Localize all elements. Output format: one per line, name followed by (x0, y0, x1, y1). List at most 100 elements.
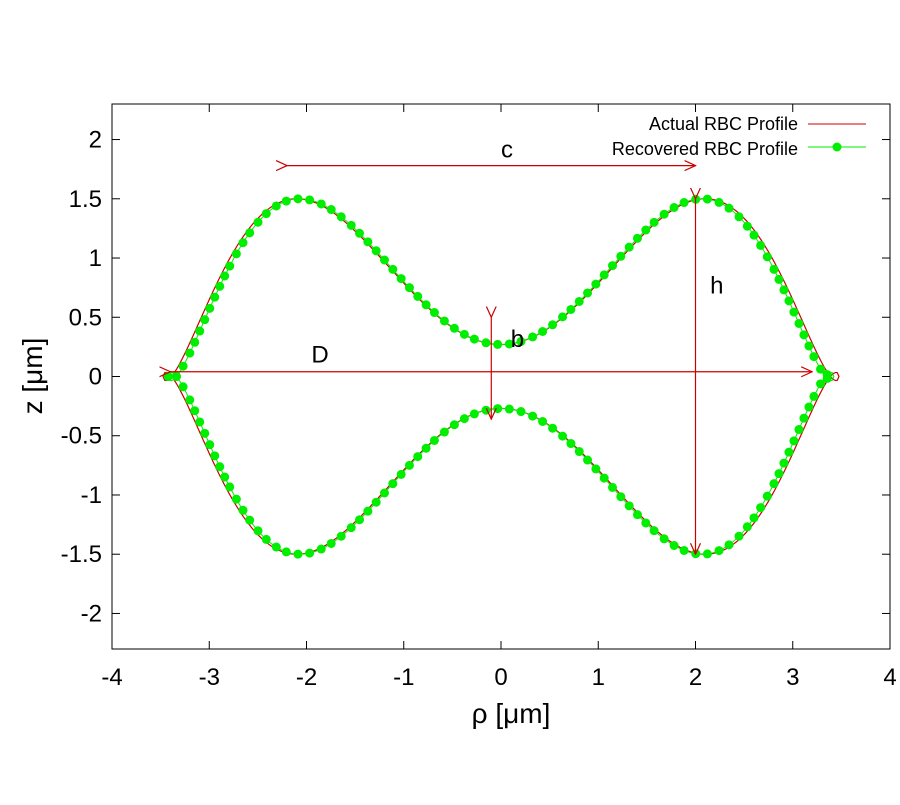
series-point-recovered (215, 462, 225, 472)
series-point-recovered (200, 428, 210, 438)
series-point-recovered (388, 264, 398, 274)
series-point-recovered (558, 312, 568, 322)
series-point-recovered (649, 526, 659, 536)
series-point-recovered (215, 281, 225, 291)
series-point-recovered (794, 425, 804, 435)
series-point-recovered (388, 479, 398, 489)
series-point-recovered (439, 316, 449, 326)
series-point-recovered (794, 318, 804, 328)
axis-ticks (111, 104, 891, 649)
series-point-recovered (762, 252, 772, 262)
series-point-recovered (190, 406, 200, 416)
series-point-recovered (583, 288, 593, 298)
legend-label-actual: Actual RBC Profile (649, 114, 798, 134)
series-point-recovered (396, 274, 406, 284)
series-point-recovered (261, 534, 271, 544)
series-point-recovered (413, 452, 423, 462)
series-point-recovered (413, 291, 423, 301)
series-layer (162, 194, 840, 559)
series-point-recovered (734, 212, 744, 222)
series-point-recovered (404, 283, 414, 293)
series-point-recovered (316, 544, 326, 554)
series-point-recovered (163, 372, 173, 381)
series-point-recovered (336, 212, 346, 222)
series-point-recovered (469, 409, 479, 419)
series-point-recovered (261, 209, 271, 219)
series-point-recovered (599, 473, 609, 483)
series-point-recovered (724, 540, 734, 550)
series-point-recovered (371, 246, 381, 256)
series-line-recovered (167, 198, 835, 555)
y-tick-label: 2 (89, 127, 102, 154)
series-point-recovered (238, 238, 248, 248)
series-point-recovered (762, 491, 772, 501)
series-point-recovered (210, 292, 220, 302)
x-tick-label: 3 (786, 664, 799, 691)
series-point-recovered (281, 196, 291, 206)
annotations-layer: c h Db (170, 137, 812, 555)
x-tick-label: -1 (393, 664, 414, 691)
series-point-recovered (769, 264, 779, 274)
annotation-label-D: D (311, 341, 328, 368)
series-point-recovered (624, 242, 634, 252)
series-point-recovered (205, 440, 215, 450)
series-point-recovered (714, 546, 724, 556)
axis-tick-labels: -4 -3 -2 -1 0 1 2 3 4 -2 -1.5 -1 -0.5 0 0.5 1 1.5 2 (61, 127, 897, 691)
series-point-recovered (493, 404, 503, 414)
series-point-recovered (749, 513, 759, 523)
series-point-recovered (200, 315, 210, 325)
series-point-recovered (659, 534, 669, 544)
series-point-recovered (245, 515, 255, 525)
series-point-recovered (293, 549, 303, 559)
x-tick-label: 0 (494, 664, 507, 691)
series-point-recovered (799, 413, 809, 423)
series-point-recovered (459, 329, 469, 339)
series-point-recovered (774, 469, 784, 479)
series-point-recovered (516, 407, 526, 417)
series-point-recovered (481, 405, 491, 415)
series-point-recovered (799, 330, 809, 340)
series-point-recovered (779, 285, 789, 295)
series-point-recovered (225, 482, 235, 492)
series-point-recovered (816, 379, 826, 389)
series-point-recovered (616, 251, 626, 261)
y-tick-label: 1 (89, 245, 102, 272)
series-point-recovered (749, 230, 759, 240)
series-point-recovered (178, 361, 188, 371)
series-point-recovered (190, 337, 200, 347)
series-point-recovered (516, 336, 526, 346)
series-point-recovered (253, 526, 263, 536)
series-point-recovered (326, 538, 336, 548)
series-point-recovered (789, 436, 799, 446)
series-point-recovered (449, 420, 459, 430)
series-point-recovered (574, 447, 584, 457)
series-point-recovered (809, 352, 819, 362)
series-point-recovered (363, 237, 373, 247)
series-point-recovered (583, 455, 593, 465)
y-tick-label: 0 (89, 364, 102, 391)
series-point-recovered (421, 443, 431, 453)
series-point-recovered (591, 464, 601, 474)
series-point-recovered (679, 198, 689, 208)
x-tick-label: -3 (199, 664, 220, 691)
series-point-recovered (641, 518, 651, 528)
y-tick-label: -0.5 (61, 423, 102, 450)
series-point-recovered (784, 447, 794, 457)
y-axis-label: z [μm] (17, 338, 48, 415)
series-point-recovered (724, 203, 734, 213)
y-tick-label: 1.5 (69, 186, 102, 213)
series-point-recovered (789, 307, 799, 317)
series-point-recovered (632, 510, 642, 520)
series-point-recovered (225, 261, 235, 271)
series-point-recovered (669, 203, 679, 213)
series-point-recovered (396, 469, 406, 479)
series-point-recovered (548, 320, 558, 330)
series-point-recovered (641, 225, 651, 235)
series-point-recovered (742, 522, 752, 532)
series-point-recovered (809, 391, 819, 401)
series-point-recovered (714, 197, 724, 207)
series-point-recovered (669, 540, 679, 550)
series-point-recovered (238, 505, 248, 515)
legend: Actual RBC Profile Recovered RBC Profile (612, 114, 866, 159)
